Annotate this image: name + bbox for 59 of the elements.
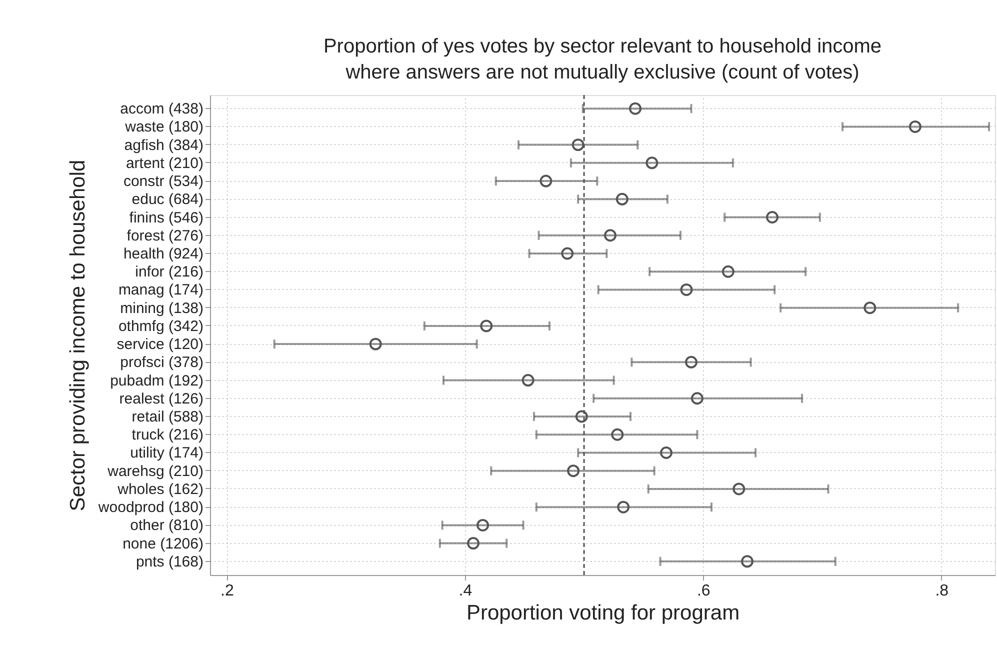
x-tick-label: .2 [220,582,234,600]
point [732,482,746,496]
point [617,500,630,514]
x-tick-label: .4 [458,582,472,600]
y-tick-label: constr (534) [123,173,204,190]
chart-title: Proportion of yes votes by sector relevant to household income where answers are not mutually exclusive (count of votes) [323,35,882,84]
point [567,464,580,478]
y-tick-label: wholes (162) [116,480,204,498]
y-tick-label: none (1206) [122,535,204,552]
x-tick-label: .6 [696,582,710,600]
point [766,211,778,224]
y-tick-label: truck (216) [132,426,204,444]
point [740,555,754,568]
y-tick-label: infor (216) [135,264,204,281]
point [685,356,698,368]
point [467,537,480,550]
y-tick-label: service (120) [116,336,204,354]
point [611,428,624,441]
point [476,518,490,532]
point [480,320,493,332]
point [522,374,534,387]
point [561,247,574,260]
y-tick-label: agfish (384) [124,136,204,154]
y-tick-label: waste (180) [124,118,204,136]
point [680,283,693,296]
y-tick-label: warehsg (210) [106,462,204,480]
y-axis-title: Sector providing income to household [66,160,90,512]
point [908,120,922,133]
point [604,229,616,242]
y-tick-label: accom (438) [120,100,204,118]
point [646,156,658,170]
y-tick-label: educ (684) [132,191,204,208]
point [660,446,672,459]
y-tick-label: manag (174) [118,282,204,299]
point [572,138,584,152]
y-tick-label: retail (588) [132,408,204,426]
point [575,410,588,423]
x-tick-label: .8 [935,582,949,600]
y-tick-label: health (924) [123,245,204,262]
point [722,265,734,278]
y-tick-label: finins (546) [129,209,204,226]
y-tick-label: realest (126) [119,390,204,408]
x-axis-title: Proportion voting for program [466,602,740,624]
y-tick-label: othmfg (342) [118,318,204,335]
y-tick-label: profsci (378) [120,354,204,372]
y-tick-label: forest (276) [126,227,204,244]
point [369,338,382,350]
y-tick-label: other (810) [130,517,204,534]
y-tick-label: pnts (168) [136,553,204,570]
point [864,302,876,314]
y-tick-label: utility (174) [130,444,204,462]
point [540,174,552,188]
y-tick-label: pubadm (192) [110,372,204,390]
point [690,392,704,405]
y-tick-label: woodprod (180) [97,499,204,516]
y-tick-label: artent (210) [126,154,204,172]
point [629,102,642,115]
point [616,192,628,206]
y-tick-label: mining (138) [120,300,204,317]
